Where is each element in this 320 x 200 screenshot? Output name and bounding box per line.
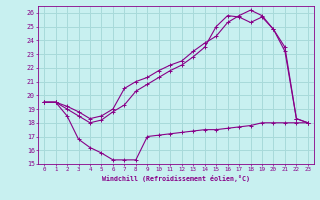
X-axis label: Windchill (Refroidissement éolien,°C): Windchill (Refroidissement éolien,°C) xyxy=(102,175,250,182)
